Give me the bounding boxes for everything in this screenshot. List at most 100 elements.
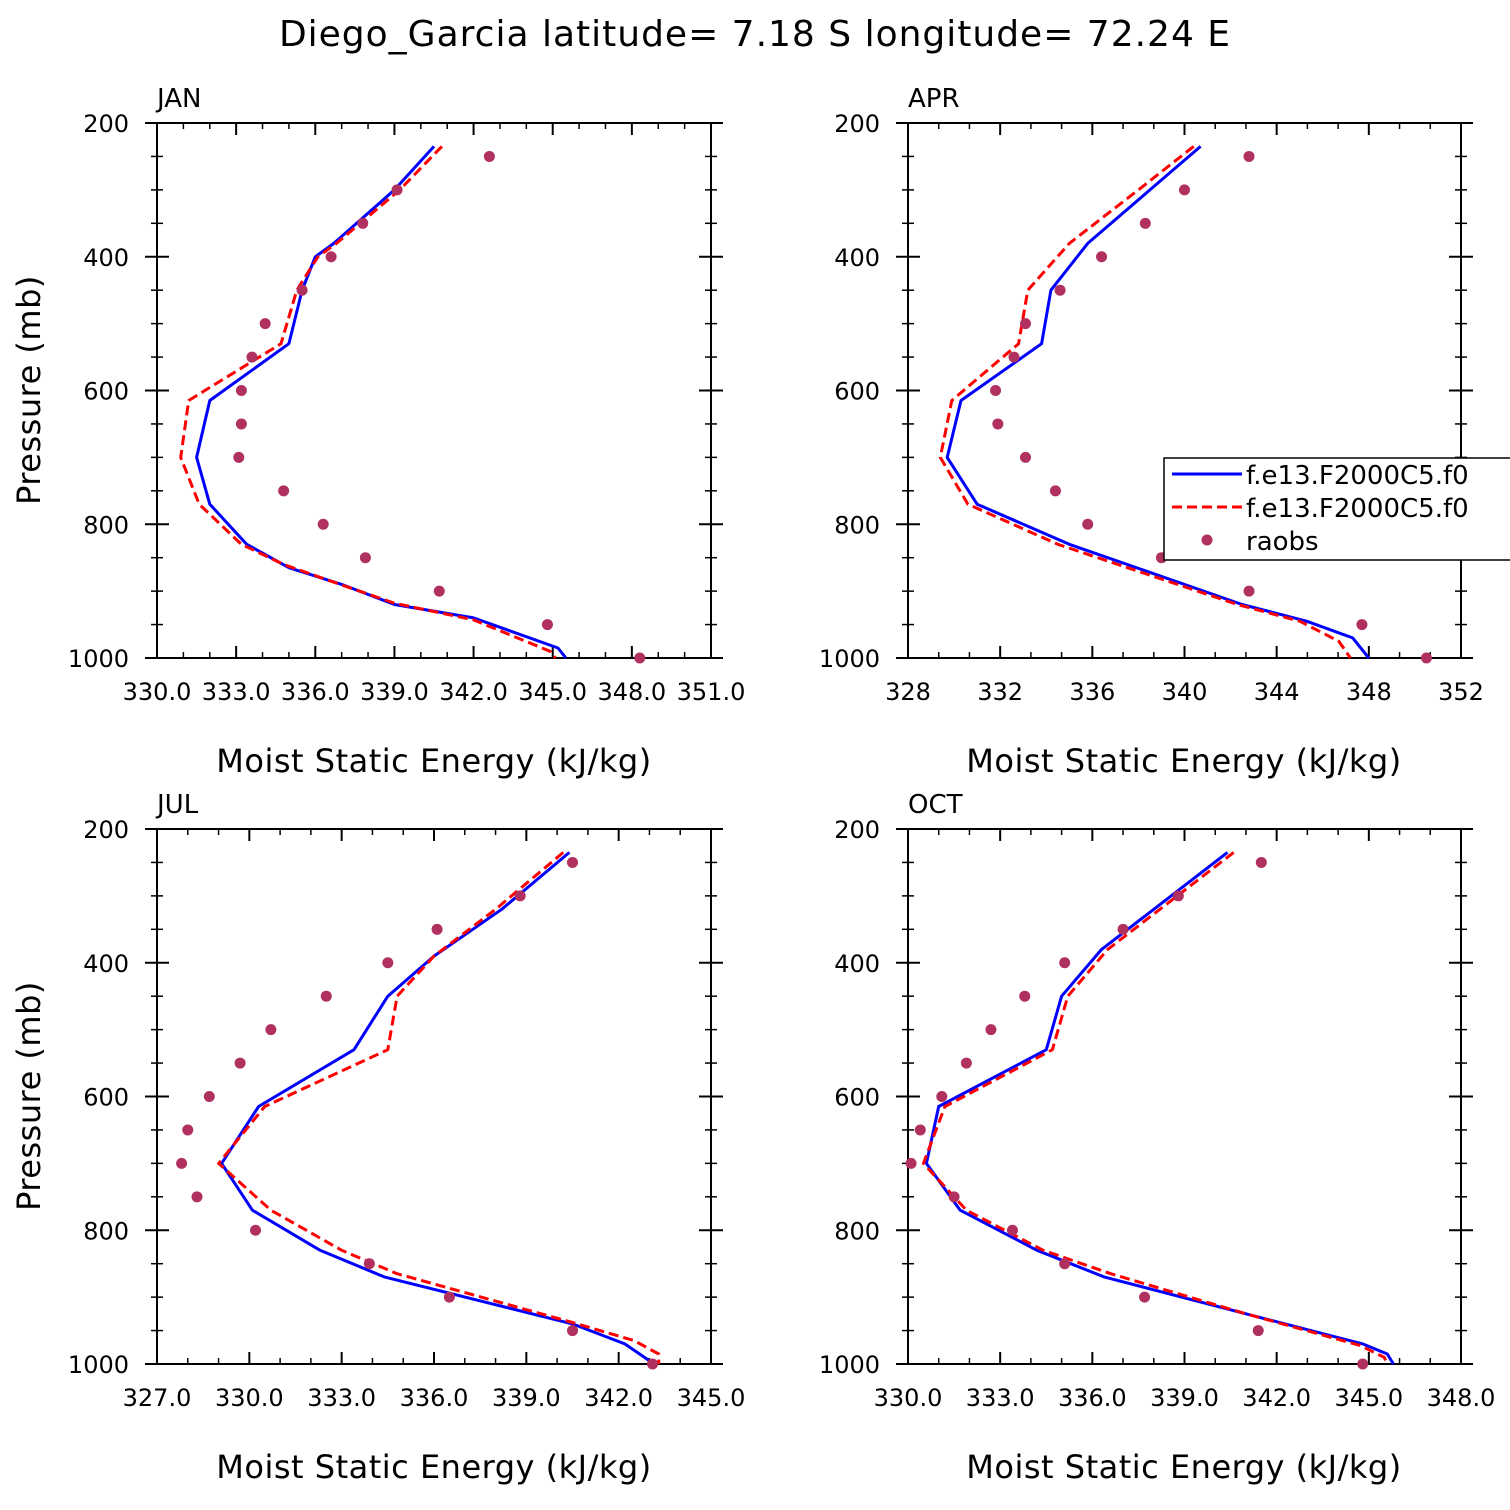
panel-title: JUL <box>155 790 199 820</box>
x-tick-label: 348 <box>1346 678 1392 706</box>
y-tick-label: 200 <box>834 816 880 844</box>
raobs-point <box>541 619 553 631</box>
raobs-point <box>249 1224 261 1236</box>
x-tick-label: 336.0 <box>281 678 350 706</box>
series-line-solid <box>220 851 657 1366</box>
raobs-point <box>233 451 245 463</box>
y-axis-label: Pressure (mb) <box>10 981 48 1211</box>
raobs-point <box>1420 652 1432 664</box>
raobs-point <box>1019 990 1031 1002</box>
raobs-point <box>359 552 371 564</box>
raobs-point <box>234 1057 246 1069</box>
y-tick-label: 400 <box>83 244 129 272</box>
raobs-point <box>317 518 329 530</box>
raobs-point <box>246 351 258 363</box>
raobs-point <box>1020 451 1032 463</box>
x-tick-label: 339.0 <box>1150 1384 1219 1412</box>
raobs-point <box>325 251 337 263</box>
raobs-point <box>391 184 403 196</box>
plot-frame <box>907 828 1462 1365</box>
x-tick-label: 330.0 <box>215 1384 284 1412</box>
x-tick-label: 345.0 <box>518 678 587 706</box>
series-line-solid <box>195 145 568 659</box>
y-tick-label: 800 <box>834 1217 880 1245</box>
x-tick-label: 328 <box>885 678 931 706</box>
series-line-solid <box>945 145 1370 659</box>
legend-label-dots: raobs <box>1246 527 1319 557</box>
legend-label-dashed: f.e13.F2000C5.f0 <box>1246 494 1469 524</box>
raobs-point <box>985 1024 997 1036</box>
x-tick-label: 348.0 <box>1427 1384 1496 1412</box>
y-tick-label: 1000 <box>819 645 880 673</box>
raobs-point <box>960 1057 972 1069</box>
raobs-point <box>1096 251 1108 263</box>
raobs-point <box>1008 351 1020 363</box>
raobs-point <box>431 923 443 935</box>
raobs-point <box>1139 217 1151 229</box>
legend: f.e13.F2000C5.f0 f.e13.F2000C5.f0 raobs <box>1163 457 1510 561</box>
raobs-point <box>182 1124 194 1136</box>
raobs-point <box>1020 318 1032 330</box>
x-tick-label: 336.0 <box>400 1384 469 1412</box>
x-axis-label: Moist Static Energy (kJ/kg) <box>966 742 1401 780</box>
x-tick-label: 340 <box>1162 678 1208 706</box>
raobs-point <box>1172 890 1184 902</box>
figure-title: Diego_Garcia latitude= 7.18 S longitude=… <box>279 14 1231 55</box>
y-tick-label: 1000 <box>68 1351 129 1379</box>
y-tick-label: 200 <box>83 110 129 138</box>
raobs-point <box>914 1124 926 1136</box>
series-line-dashed <box>938 145 1352 659</box>
y-tick-label: 400 <box>834 244 880 272</box>
panel-oct: OCT Moist Static Energy (kJ/kg) 330.0 333… <box>819 790 1495 1486</box>
x-tick-label: 330.0 <box>874 1384 943 1412</box>
x-tick-label: 333.0 <box>202 678 271 706</box>
raobs-point <box>176 1157 188 1169</box>
raobs-point <box>1082 518 1094 530</box>
y-tick-label: 200 <box>83 816 129 844</box>
y-axis-label: Pressure (mb) <box>10 275 48 505</box>
raobs-point <box>1059 1258 1071 1270</box>
x-tick-label: 332 <box>977 678 1023 706</box>
raobs-point <box>1243 150 1255 162</box>
raobs-point <box>1357 1358 1369 1370</box>
raobs-point <box>936 1091 948 1102</box>
x-tick-label: 342.0 <box>439 678 508 706</box>
x-tick-label: 342.0 <box>1242 1384 1311 1412</box>
raobs-point <box>363 1258 375 1270</box>
raobs-point <box>992 418 1004 430</box>
x-tick-label: 342.0 <box>584 1384 653 1412</box>
panel-jul: JUL Moist Static Energy (kJ/kg) Pressure… <box>10 790 745 1486</box>
legend-swatch-dots <box>1201 534 1213 546</box>
x-tick-label: 336.0 <box>1058 1384 1127 1412</box>
panel-title: JAN <box>155 84 201 114</box>
x-tick-label: 351.0 <box>677 678 746 706</box>
raobs-point <box>1059 957 1071 969</box>
x-axis-label: Moist Static Energy (kJ/kg) <box>216 1448 651 1486</box>
y-tick-label: 400 <box>834 950 880 978</box>
raobs-point <box>1179 184 1190 196</box>
raobs-point <box>567 856 578 868</box>
x-tick-label: 339.0 <box>360 678 429 706</box>
panel-apr: APR Moist Static Energy (kJ/kg) 328 332 33… <box>819 84 1484 780</box>
x-tick-label: 330.0 <box>123 678 192 706</box>
raobs-point <box>235 385 247 396</box>
series-line-dashed <box>217 851 661 1364</box>
y-tick-label: 200 <box>834 110 880 138</box>
y-tick-label: 600 <box>83 378 129 406</box>
x-axis-label: Moist Static Energy (kJ/kg) <box>216 742 651 780</box>
raobs-point <box>296 284 308 296</box>
y-tick-label: 800 <box>834 511 880 539</box>
raobs-point <box>265 1024 277 1036</box>
raobs-point <box>948 1191 960 1203</box>
raobs-point <box>191 1191 203 1203</box>
raobs-point <box>1252 1325 1264 1337</box>
raobs-point <box>1006 1224 1018 1236</box>
y-tick-label: 400 <box>83 950 129 978</box>
raobs-point <box>320 990 332 1002</box>
x-tick-label: 333.0 <box>307 1384 376 1412</box>
raobs-point <box>483 150 495 162</box>
y-tick-label: 600 <box>834 378 880 406</box>
raobs-point <box>1054 284 1066 296</box>
x-tick-label: 327.0 <box>123 1384 192 1412</box>
